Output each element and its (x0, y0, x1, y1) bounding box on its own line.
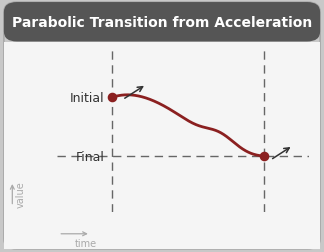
Text: time: time (75, 238, 97, 248)
FancyBboxPatch shape (4, 42, 320, 249)
FancyBboxPatch shape (4, 3, 320, 42)
Text: Initial: Initial (70, 91, 105, 104)
FancyBboxPatch shape (4, 3, 320, 249)
Point (110, 96, 115, 100)
Text: value: value (16, 181, 26, 207)
Point (261, 154, 267, 159)
Text: Final: Final (76, 150, 105, 163)
Text: Parabolic Transition from Acceleration: Parabolic Transition from Acceleration (12, 16, 312, 30)
